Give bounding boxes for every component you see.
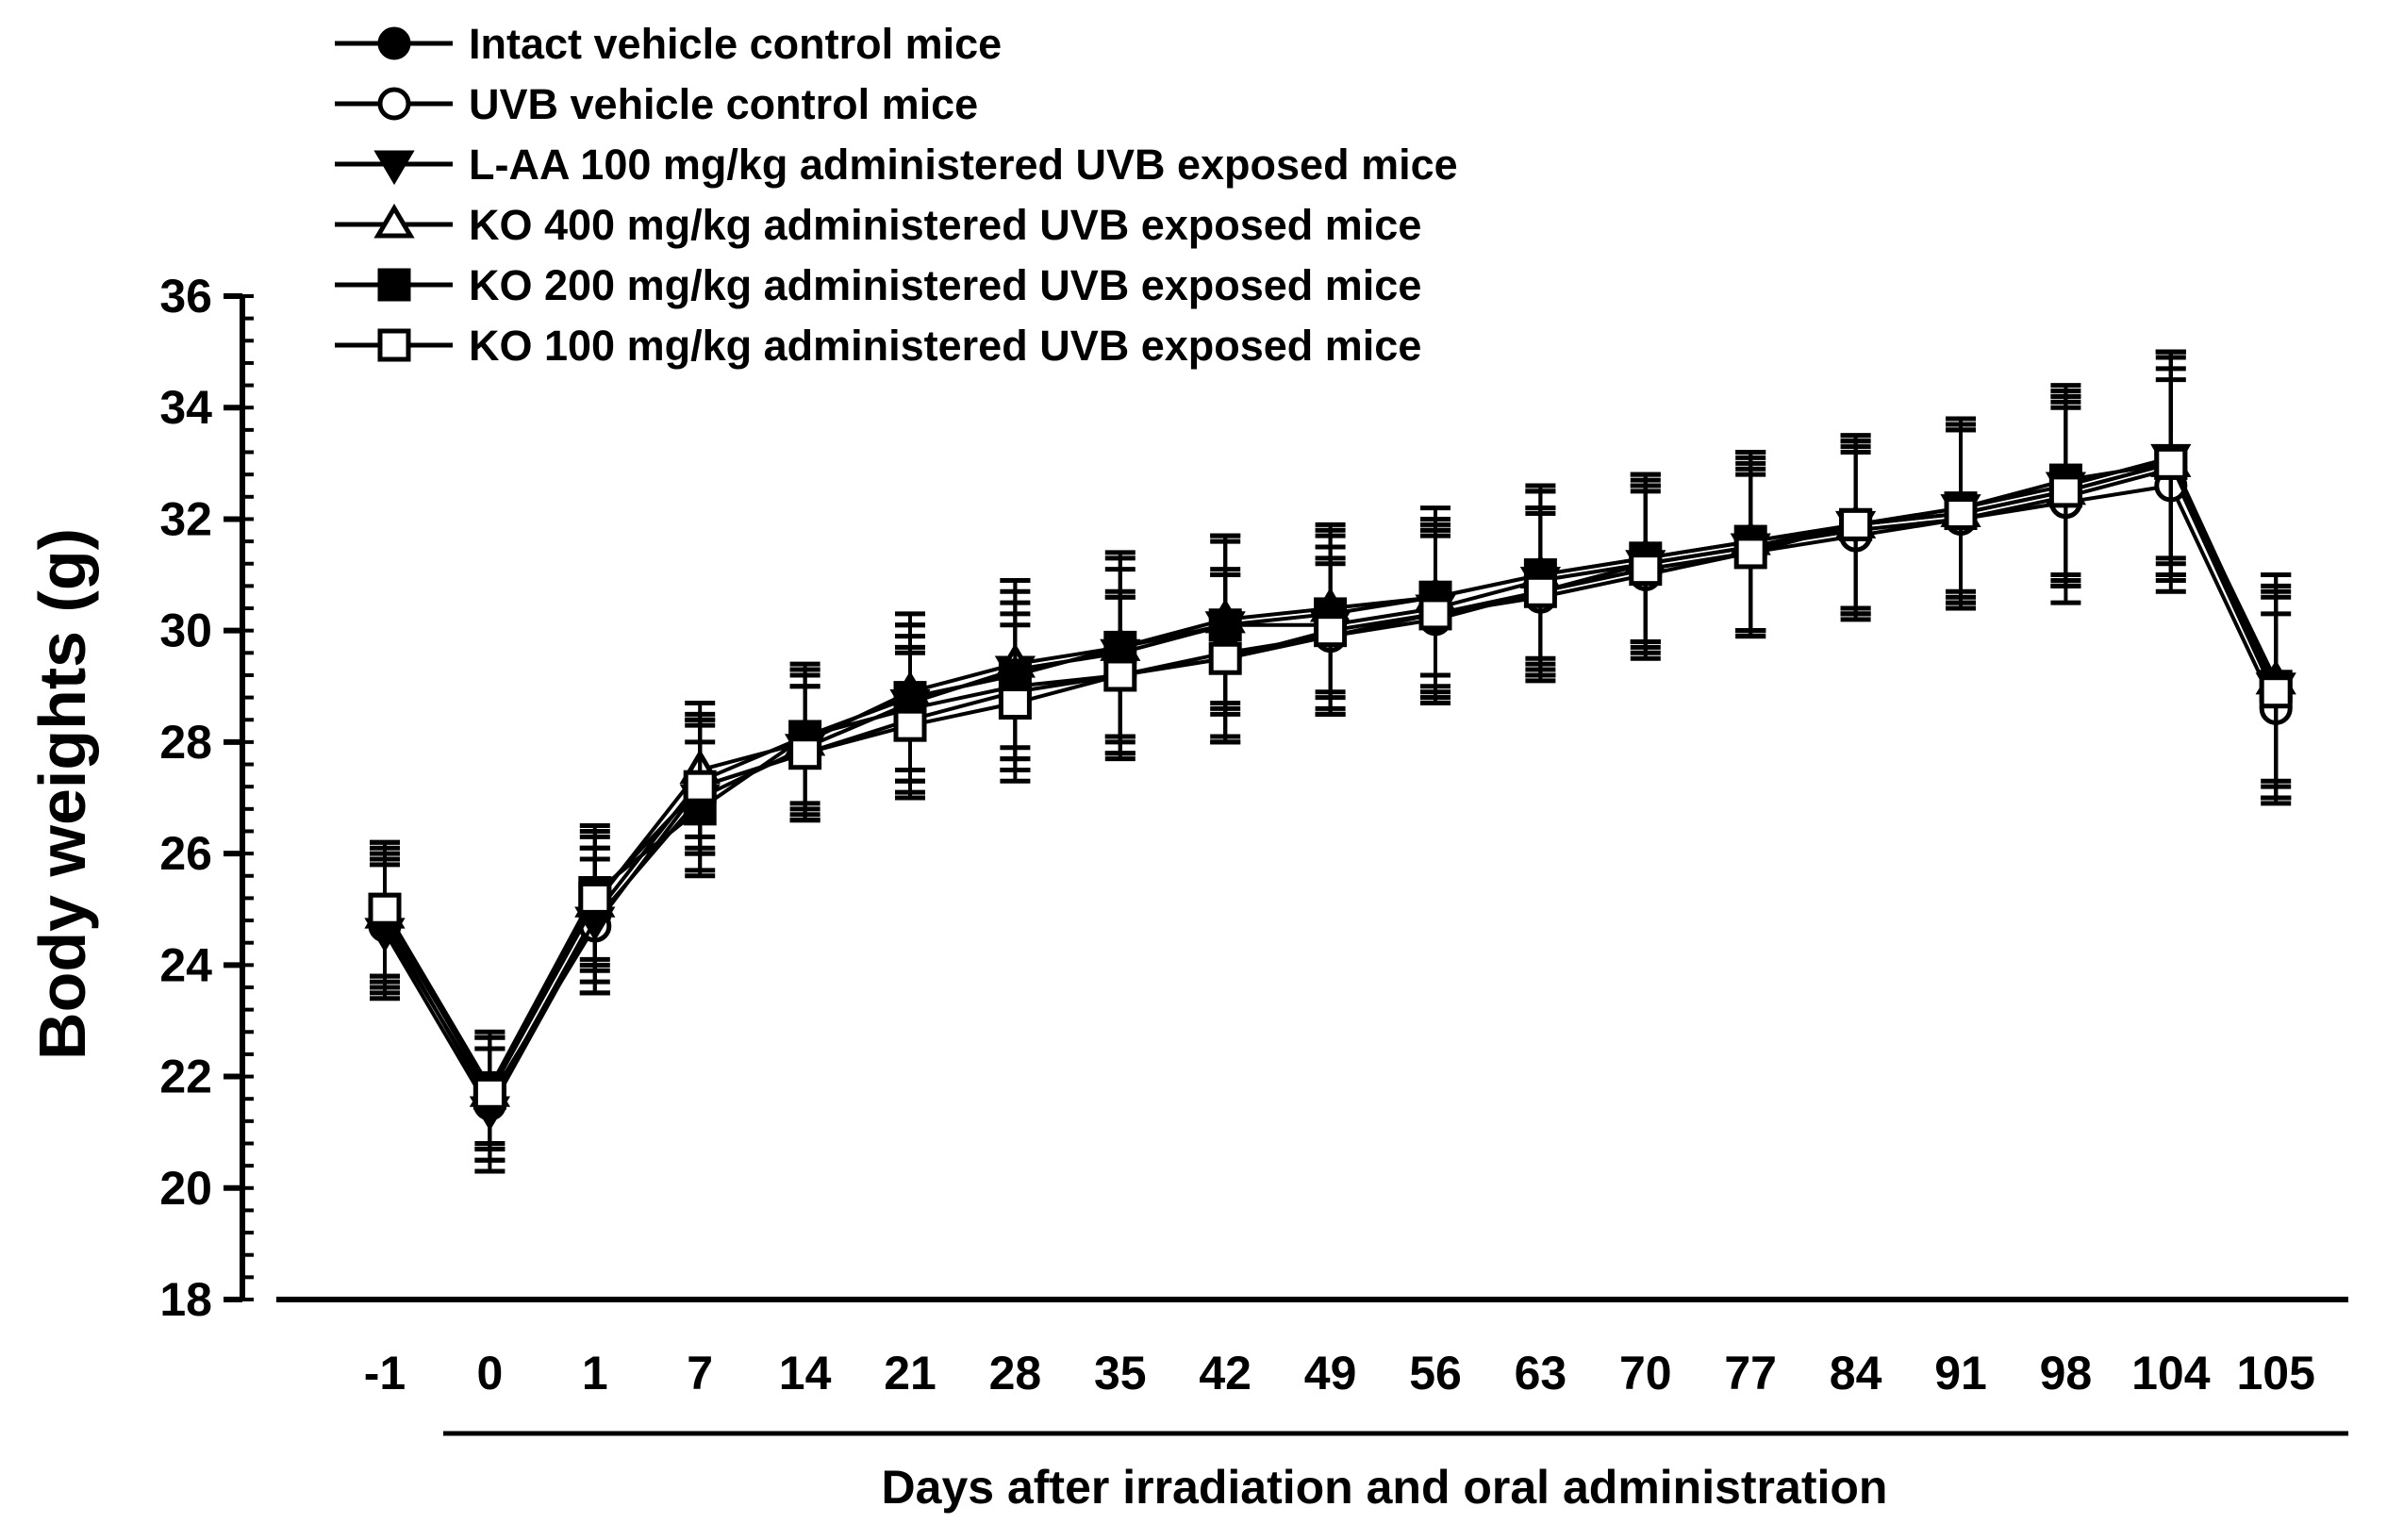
legend-label: KO 200 mg/kg administered UVB exposed mi…: [469, 261, 1421, 309]
data-point: [1418, 597, 1452, 631]
x-tick-label: 70: [1619, 1347, 1672, 1399]
data-point: [1629, 553, 1663, 587]
y-tick-label: 28: [159, 716, 212, 769]
y-tick-label: 26: [159, 827, 212, 880]
y-tick-label: 20: [159, 1162, 212, 1215]
y-tick-label: 32: [159, 492, 212, 545]
data-point: [998, 687, 1032, 720]
x-tick-label: 91: [1934, 1347, 1987, 1399]
x-tick-label: 63: [1515, 1347, 1567, 1399]
legend-marker: [377, 328, 411, 362]
x-tick-label: 84: [1830, 1347, 1882, 1399]
x-tick-label: 56: [1409, 1347, 1462, 1399]
x-tick-label: 42: [1199, 1347, 1252, 1399]
x-tick-label: 104: [2131, 1347, 2211, 1399]
y-tick-label: 30: [159, 604, 212, 657]
y-tick-label: 22: [159, 1051, 212, 1103]
legend-item: KO 100 mg/kg administered UVB exposed mi…: [335, 322, 1421, 370]
y-axis-title: Body weights (g): [25, 528, 99, 1060]
legend-item: Intact vehicle control mice: [335, 20, 1002, 68]
data-point: [1208, 641, 1242, 675]
legend-item: KO 200 mg/kg administered UVB exposed mi…: [335, 261, 1421, 309]
x-tick-label: 21: [884, 1347, 937, 1399]
legend-label: L-AA 100 mg/kg administered UVB exposed …: [469, 141, 1458, 189]
data-point: [1839, 507, 1873, 541]
legend-label: Intact vehicle control mice: [469, 20, 1002, 68]
x-tick-label: 28: [989, 1347, 1042, 1399]
data-point: [893, 708, 927, 742]
axes-layer: 18 20 22 24 26 28 30 32 34 36 -1 0 1 7 14 21 28 35 42 49 56 6…: [159, 270, 2348, 1436]
legend-marker: [373, 150, 415, 186]
legend-label: KO 400 mg/kg administered UVB exposed mi…: [469, 201, 1421, 249]
legend-item: UVB vehicle control mice: [335, 80, 978, 128]
y-tick-label: 18: [159, 1273, 212, 1326]
series-layer: [364, 349, 2296, 1174]
x-tick-label: -1: [364, 1347, 406, 1399]
data-point: [1314, 614, 1348, 648]
x-axis-title: Days after irradiation and oral administ…: [882, 1461, 1888, 1514]
x-tick-label: 1: [582, 1347, 608, 1399]
y-tick-label: 36: [159, 270, 212, 323]
data-point: [683, 770, 717, 803]
data-point: [472, 1076, 506, 1110]
series-6: [368, 349, 2293, 1151]
legend-marker: [373, 203, 415, 239]
y-tick-label: 34: [159, 381, 212, 434]
legend-marker: [377, 87, 411, 121]
x-tick-label: 98: [2040, 1347, 2093, 1399]
x-tick-label: 0: [476, 1347, 503, 1399]
data-point: [788, 737, 822, 770]
legend-item: L-AA 100 mg/kg administered UVB exposed …: [335, 141, 1458, 189]
x-tick-label: 14: [779, 1347, 832, 1399]
data-point: [2259, 675, 2293, 709]
data-point: [368, 892, 402, 926]
x-tick-label: 49: [1304, 1347, 1357, 1399]
data-point: [1523, 574, 1557, 608]
data-point: [578, 881, 612, 915]
legend-item: KO 400 mg/kg administered UVB exposed mi…: [335, 201, 1421, 249]
data-point: [1103, 658, 1137, 692]
series-4: [364, 349, 2296, 1151]
x-tick-label: 7: [687, 1347, 713, 1399]
legend-label: KO 100 mg/kg administered UVB exposed mi…: [469, 322, 1421, 370]
data-point: [1733, 536, 1767, 570]
legend-marker: [377, 268, 411, 302]
series-1: [368, 355, 2293, 1163]
series-5: [368, 366, 2293, 1146]
x-tick-label: 77: [1724, 1347, 1777, 1399]
legend: Intact vehicle control mice UVB vehicle c…: [335, 20, 1458, 370]
series-3: [364, 349, 2296, 1174]
data-point: [1944, 497, 1978, 531]
x-tick-label: 35: [1094, 1347, 1147, 1399]
x-tick-label: 105: [2236, 1347, 2314, 1399]
legend-marker: [377, 26, 411, 60]
legend-label: UVB vehicle control mice: [469, 80, 978, 128]
y-tick-label: 24: [159, 938, 212, 991]
data-point: [2154, 446, 2188, 480]
data-point: [2048, 474, 2082, 508]
